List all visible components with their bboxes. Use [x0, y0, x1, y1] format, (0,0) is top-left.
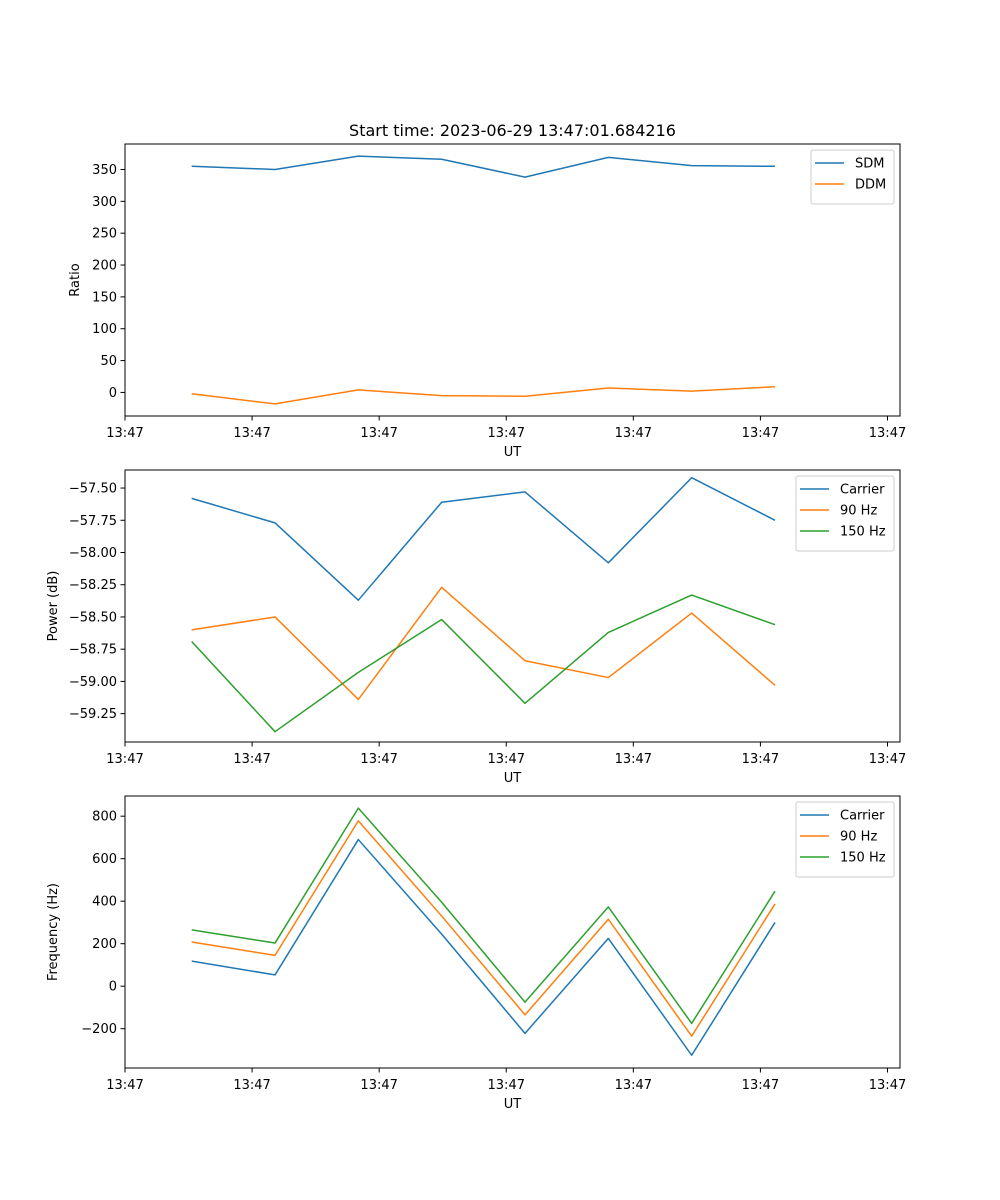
frequency-legend: Carrier 90 Hz 150 Hz: [795, 801, 895, 878]
frequency-x-tick-label: 13:47: [488, 1078, 525, 1093]
frequency-panel: 13:47 13:47 13:47 13:47 13:47 13:47 13:47 −200 0…: [46, 795, 906, 1112]
power-legend-label-150-hz: 150 Hz: [840, 525, 886, 540]
frequency-axes-frame: [124, 795, 901, 1069]
power-x-tick-label: 13:47: [233, 752, 270, 767]
ratio-y-tick-label: 300: [92, 195, 117, 210]
frequency-y-tick-label: 200: [92, 937, 117, 952]
power-x-tick-label: 13:47: [742, 752, 779, 767]
frequency-y-tick-label: 400: [92, 895, 117, 910]
frequency-x-axis-label: UT: [504, 1097, 522, 1112]
power-y-tick-label: −57.50: [69, 482, 117, 497]
power-x-tick-label: 13:47: [360, 752, 397, 767]
power-axes-frame: [124, 469, 901, 743]
power-x-tick-label: 13:47: [615, 752, 652, 767]
power-series-90-hz-line: [191, 586, 776, 701]
ratio-x-tick-label: 13:47: [869, 426, 906, 441]
power-y-tick-label: −59.00: [69, 675, 117, 690]
frequency-legend-label-90-hz: 90 Hz: [840, 830, 877, 845]
frequency-x-tick-label: 13:47: [106, 1078, 143, 1093]
ratio-x-tick-label: 13:47: [742, 426, 779, 441]
power-y-tick-label: −58.75: [69, 643, 117, 658]
power-y-tick-label: −58.00: [69, 546, 117, 561]
ratio-x-tick-label: 13:47: [233, 426, 270, 441]
power-legend: Carrier 90 Hz 150 Hz: [795, 475, 895, 552]
ratio-y-tick-label: 200: [92, 259, 117, 274]
power-y-axis-label: Power (dB): [46, 571, 61, 642]
power-y-tick-label: −58.25: [69, 578, 117, 593]
ratio-y-tick-label: 0: [109, 386, 117, 401]
ratio-legend: SDM DDM: [810, 149, 895, 205]
power-x-tick-label: 13:47: [106, 752, 143, 767]
panels: 13:47 13:47 13:47 13:47 13:47 13:47 13:47 0 50 10…: [46, 143, 906, 1112]
ratio-axes-frame: [124, 143, 901, 417]
frequency-series-carrier-line: [191, 838, 776, 1056]
ratio-series-sdm-line: [191, 155, 776, 178]
ratio-x-tick-label: 13:47: [488, 426, 525, 441]
frequency-y-tick-label: 600: [92, 852, 117, 867]
frequency-x-tick-label: 13:47: [360, 1078, 397, 1093]
frequency-x-tick-label: 13:47: [742, 1078, 779, 1093]
ratio-y-tick-label: 150: [92, 290, 117, 305]
power-x-tick-label: 13:47: [488, 752, 525, 767]
power-y-tick-label: −59.25: [69, 707, 117, 722]
frequency-x-tick-label: 13:47: [233, 1078, 270, 1093]
ratio-y-tick-label: 100: [92, 322, 117, 337]
frequency-y-tick-label: 0: [109, 980, 117, 995]
ratio-x-axis-label: UT: [504, 445, 522, 460]
ratio-panel: 13:47 13:47 13:47 13:47 13:47 13:47 13:47 0 50 10…: [68, 143, 906, 460]
ratio-y-axis-label: Ratio: [68, 263, 83, 296]
power-y-tick-label: −58.50: [69, 610, 117, 625]
frequency-legend-frame: [795, 801, 895, 878]
frequency-x-tick-label: 13:47: [869, 1078, 906, 1093]
power-legend-frame: [795, 475, 895, 552]
frequency-legend-label-150-hz: 150 Hz: [840, 851, 886, 866]
power-legend-label-90-hz: 90 Hz: [840, 504, 877, 519]
ratio-x-tick-label: 13:47: [360, 426, 397, 441]
frequency-x-tick-label: 13:47: [615, 1078, 652, 1093]
power-panel: 13:47 13:47 13:47 13:47 13:47 13:47 13:47 −59.2…: [46, 469, 906, 786]
ratio-y-tick-label: 50: [100, 354, 117, 369]
power-series-carrier-line: [191, 476, 776, 601]
figure-title: Start time: 2023-06-29 13:47:01.684216: [349, 121, 676, 140]
frequency-y-tick-label: −200: [81, 1022, 117, 1037]
power-x-tick-label: 13:47: [869, 752, 906, 767]
power-series-150-hz-line: [191, 594, 776, 733]
ratio-legend-label-ddm: DDM: [855, 178, 886, 193]
power-y-tick-label: −57.75: [69, 514, 117, 529]
ratio-x-tick-label: 13:47: [106, 426, 143, 441]
frequency-y-tick-label: 800: [92, 810, 117, 825]
frequency-series-150-hz-line: [191, 807, 776, 1025]
ratio-series-ddm-line: [191, 385, 776, 405]
ratio-y-tick-label: 350: [92, 163, 117, 178]
ratio-y-tick-label: 250: [92, 227, 117, 242]
ratio-x-tick-label: 13:47: [615, 426, 652, 441]
frequency-legend-label-carrier: Carrier: [840, 809, 885, 824]
power-legend-label-carrier: Carrier: [840, 483, 885, 498]
power-x-axis-label: UT: [504, 771, 522, 786]
ratio-legend-label-sdm: SDM: [855, 157, 884, 172]
frequency-series-90-hz-line: [191, 820, 776, 1037]
frequency-y-axis-label: Frequency (Hz): [46, 883, 61, 981]
